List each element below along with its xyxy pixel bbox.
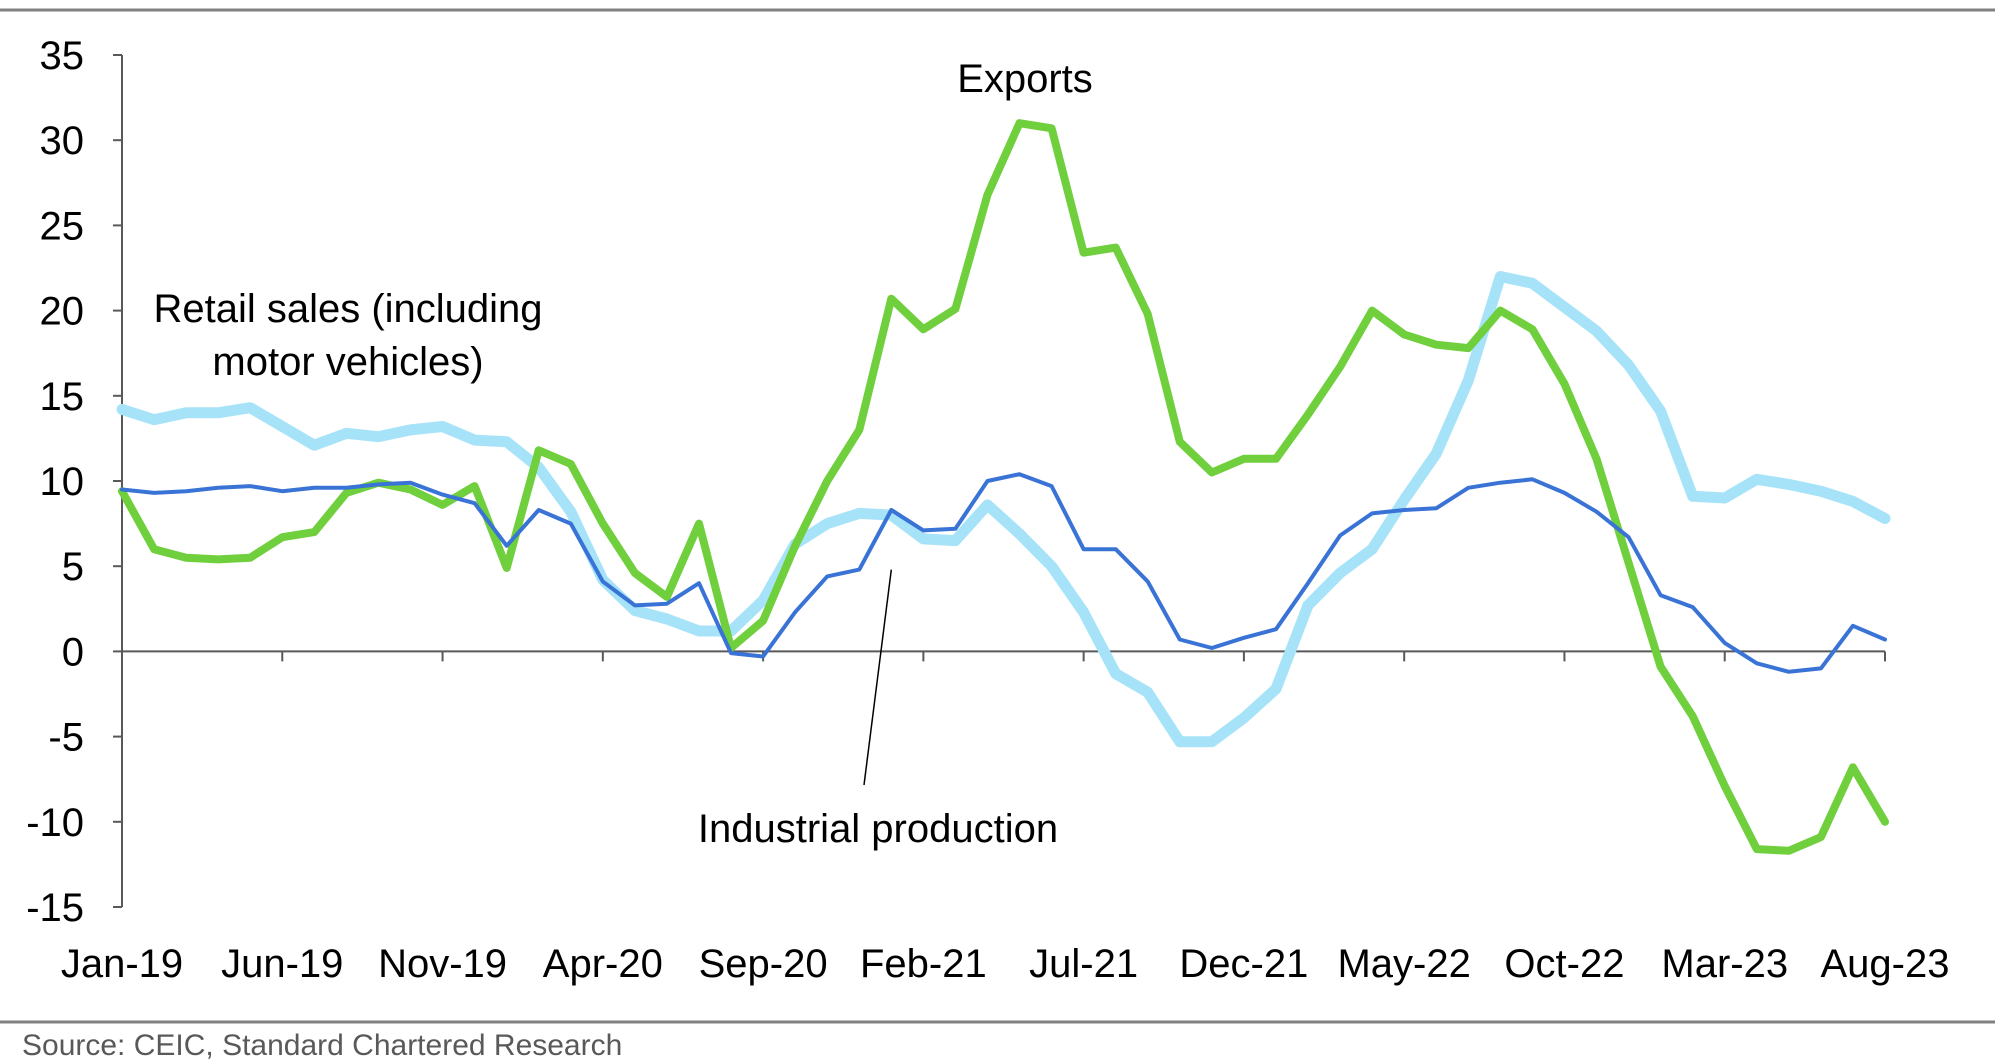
series-line-retail-sales-including-motor-vehicles xyxy=(116,271,1891,748)
y-tick-label: 30 xyxy=(40,119,85,163)
x-tick-label: Nov-19 xyxy=(378,942,507,986)
source-note: Source: CEIC, Standard Chartered Researc… xyxy=(22,1029,622,1062)
x-tick-label: Jan-19 xyxy=(61,942,183,986)
series-line-exports xyxy=(118,119,1889,855)
annotation-retail-sales: motor vehicles) xyxy=(212,340,483,384)
y-tick-label: 15 xyxy=(40,375,85,419)
x-tick-label: Feb-21 xyxy=(860,942,987,986)
x-tick-label: Jun-19 xyxy=(221,942,343,986)
y-tick-label: 20 xyxy=(40,290,85,334)
x-tick-label: Apr-20 xyxy=(543,942,663,986)
x-tick-label: Dec-21 xyxy=(1179,942,1308,986)
y-tick-label: 25 xyxy=(40,204,85,248)
y-tick-label: 35 xyxy=(40,34,85,78)
annotation-layer: Retail sales (including motor vehicles) Ex… xyxy=(153,57,1092,851)
annotation-exports: Exports xyxy=(957,57,1093,101)
annotation-retail-sales: Retail sales (including xyxy=(153,287,542,331)
y-tick-label: -15 xyxy=(26,886,84,930)
y-tick-label: 5 xyxy=(62,545,84,589)
annotation-leader-line xyxy=(863,569,893,786)
x-tick-label: Sep-20 xyxy=(699,942,828,986)
x-tick-label: Aug-23 xyxy=(1821,942,1950,986)
x-axis: Jan-19 Jun-19 Nov-19 Apr-20 Sep-20 Feb-21 Jul-… xyxy=(61,650,1950,986)
y-tick-label: -10 xyxy=(26,801,84,845)
annotation-industrial-production: Industrial production xyxy=(698,807,1058,851)
y-tick-label: -5 xyxy=(48,716,84,760)
y-axis: 35 30 25 20 15 10 5 0 -5 -10 -15 xyxy=(26,34,123,930)
series-line-industrial-production xyxy=(120,472,1887,674)
y-tick-label: 10 xyxy=(40,460,85,504)
x-tick-label: Mar-23 xyxy=(1661,942,1788,986)
x-tick-label: May-22 xyxy=(1337,942,1470,986)
series-layer xyxy=(116,119,1891,855)
y-tick-label: 0 xyxy=(62,630,84,674)
x-tick-label: Jul-21 xyxy=(1029,942,1138,986)
x-tick-label: Oct-22 xyxy=(1504,942,1624,986)
